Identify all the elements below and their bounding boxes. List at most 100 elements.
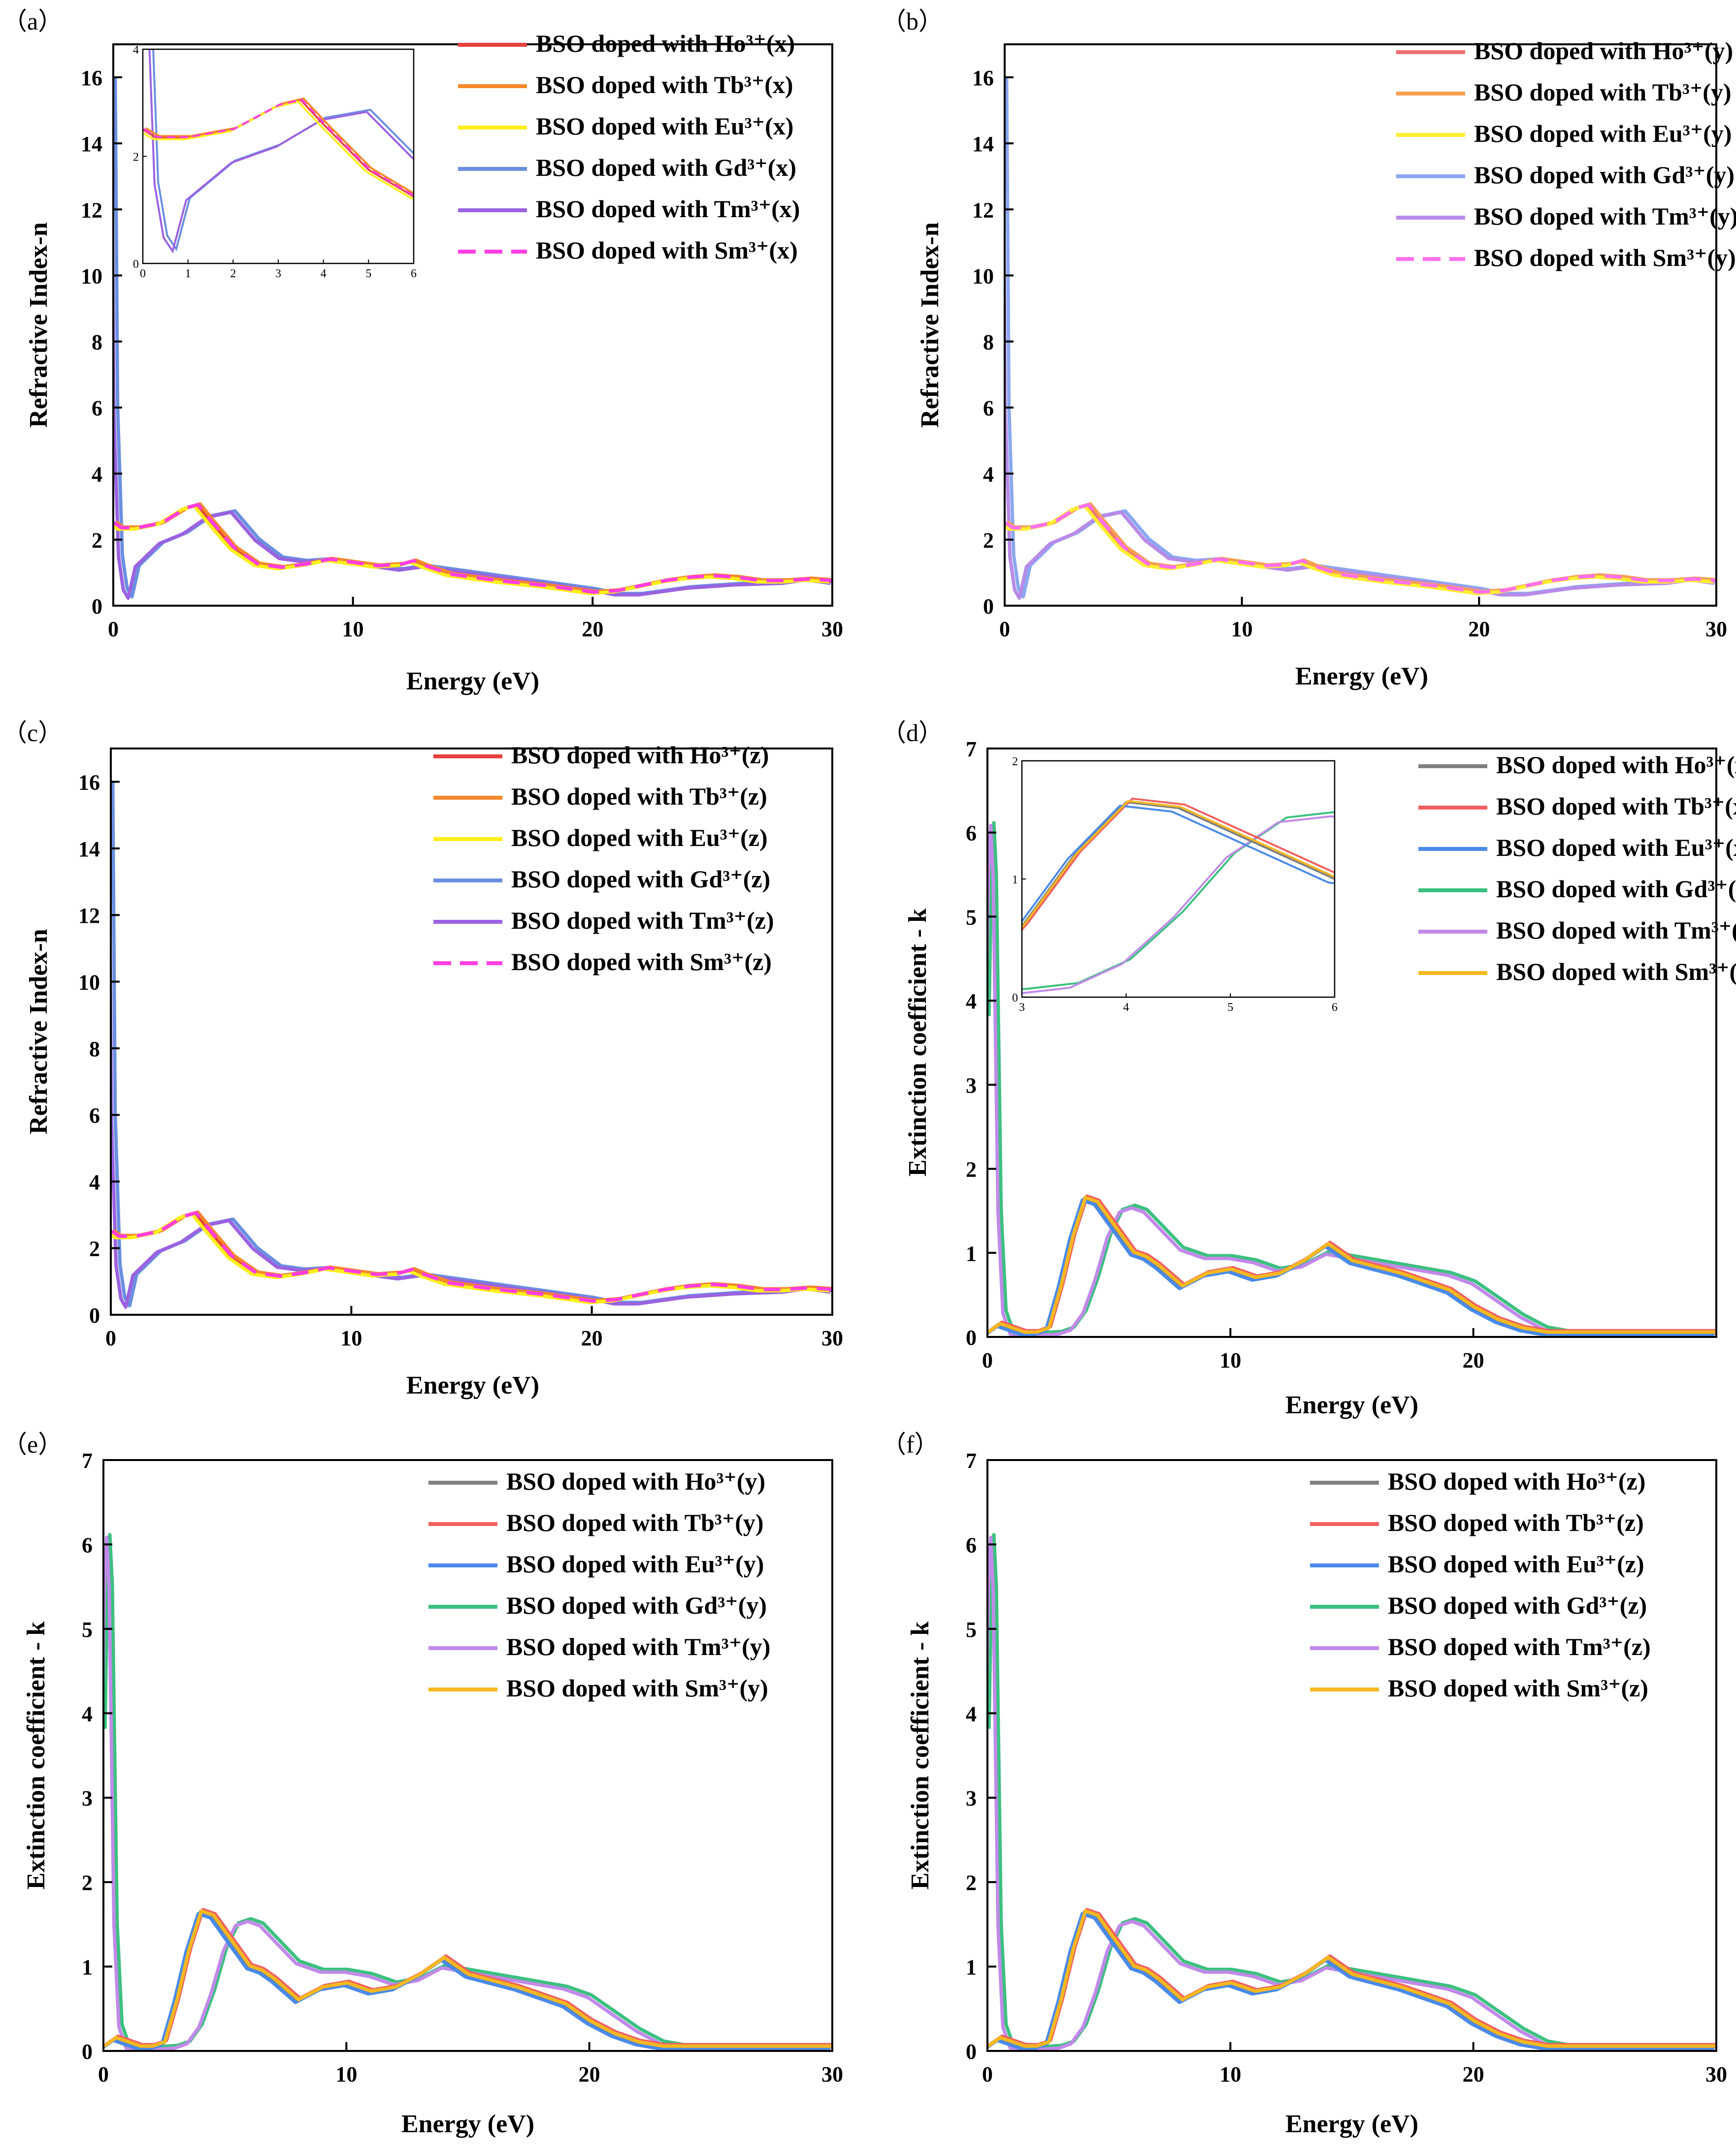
- y-tick-label: 2: [966, 1871, 977, 1895]
- y-axis-label: Extinction coefficient - k: [22, 1622, 50, 1890]
- legend-entry: BSO doped with Tb³⁺(z): [1388, 1509, 1644, 1536]
- x-axis-label: Energy (eV): [401, 2110, 534, 2138]
- legend-entry: BSO doped with Sm³⁺(x): [1496, 958, 1736, 985]
- inset-series-line: [1022, 797, 1335, 932]
- y-tick-label: 2: [983, 528, 994, 552]
- plot-frame: [986, 748, 1717, 1338]
- y-tick-label: 0: [82, 2040, 93, 2064]
- plot-frame: [102, 1459, 833, 2052]
- inset-y-tick-label: 2: [1012, 755, 1018, 768]
- y-tick-label: 5: [966, 905, 977, 929]
- plot-frame: [1004, 43, 1717, 607]
- legend-entry: BSO doped with Sm³⁺(y): [1474, 244, 1736, 271]
- curves: [987, 1533, 1716, 2051]
- inset-series-line: [1022, 801, 1335, 928]
- series-line-4: [987, 1535, 1715, 2051]
- y-tick-label: 6: [89, 1104, 100, 1128]
- y-tick-label: 2: [92, 528, 102, 552]
- inset-series-line: [143, 98, 414, 197]
- curves: [103, 1533, 832, 2051]
- x-tick-label: 30: [821, 1326, 843, 1350]
- panel-c: （c） 0 10 20 30 0 2 4 6 8 10 12 14 16 Energy (eV) Refrac…: [2, 719, 843, 1399]
- legend-entry: BSO doped with Ho³⁺(x): [536, 30, 795, 57]
- panel-label: （b）: [882, 7, 943, 35]
- x-axis-label: Energy (eV): [406, 1371, 539, 1399]
- x-tick-label: 20: [579, 2062, 600, 2086]
- series-line-1: [1006, 502, 1716, 593]
- y-tick-label: 3: [966, 1073, 977, 1098]
- inset-x-tick-label: 3: [275, 267, 281, 280]
- y-tick-label: 4: [89, 1170, 100, 1194]
- panel-f: （f） 0 10 20 30 0 1 2 3 4 5 6 7 Energy (eV) Extinction …: [882, 1430, 1727, 2138]
- y-tick-label: 1: [966, 1241, 977, 1266]
- panel-label: （c）: [2, 719, 63, 747]
- legend-entry: BSO doped with Eu³⁺(y): [506, 1550, 764, 1578]
- y-tick-label: 3: [82, 1787, 93, 1811]
- y-tick-label: 3: [966, 1787, 977, 1811]
- series-line-2: [987, 1198, 1714, 1337]
- y-tick-label: 6: [92, 396, 102, 421]
- curves: [987, 821, 1716, 1337]
- panel-label: （d）: [882, 719, 943, 747]
- legend-entry: BSO doped with Tb³⁺(y): [506, 1509, 764, 1536]
- legend-entry: BSO doped with Gd³⁺(y): [506, 1592, 767, 1619]
- y-tick-label: 10: [972, 264, 994, 288]
- inset-series-line: [1022, 815, 1335, 994]
- panel-b: （b） 0 10 20 30 0 2 4 6 8 10 12 14 16 Energy (eV) Refrac…: [882, 7, 1736, 690]
- y-tick-label: 12: [78, 904, 100, 928]
- series-line-3: [111, 781, 832, 1308]
- legend-entry: BSO doped with Gd³⁺(z): [511, 865, 770, 893]
- legend-entry: BSO doped with Ho³⁺(z): [511, 741, 769, 769]
- y-tick-label: 6: [966, 1533, 977, 1557]
- legend-entry: BSO doped with Tm³⁺(y): [506, 1633, 770, 1660]
- legend-entry: BSO doped with Gd³⁺(y): [1474, 161, 1735, 189]
- y-tick-label: 8: [89, 1037, 100, 1061]
- series-line-2: [111, 1212, 830, 1304]
- inset-x-tick-label: 4: [321, 267, 327, 280]
- y-tick-label: 0: [966, 2040, 977, 2064]
- inset-y-tick-label: 2: [133, 151, 139, 164]
- x-tick-label: 10: [335, 2062, 357, 2086]
- inset-x-tick-label: 5: [1227, 1001, 1233, 1014]
- panel-label: （a）: [2, 7, 63, 35]
- legend-entry: BSO doped with Eu³⁺(z): [511, 824, 768, 851]
- legend-entry: BSO doped with Ho³⁺(z): [1388, 1467, 1645, 1495]
- legend-entry: BSO doped with Tb³⁺(x): [536, 71, 793, 98]
- x-axis-label: Energy (eV): [1285, 2110, 1418, 2138]
- series-line-3: [987, 1533, 1716, 2049]
- y-tick-label: 16: [972, 66, 994, 90]
- inset-y-tick-label: 0: [1012, 992, 1018, 1005]
- legend-entry: BSO doped with Eu³⁺(x): [1496, 834, 1736, 861]
- y-tick-label: 16: [81, 66, 102, 90]
- legend-entry: BSO doped with Ho³⁺(x): [1496, 751, 1736, 779]
- y-tick-label: 0: [983, 594, 994, 618]
- inset-series-line: [1022, 800, 1335, 929]
- y-tick-label: 10: [78, 971, 100, 995]
- y-tick-label: 0: [966, 1326, 977, 1350]
- plot-frame: [986, 1459, 1717, 2052]
- inset-y-tick-label: 1: [1012, 874, 1018, 886]
- legend-entry: BSO doped with Tm³⁺(x): [536, 195, 800, 223]
- x-tick-label: 0: [982, 1348, 993, 1372]
- y-tick-label: 16: [78, 771, 100, 795]
- y-tick-label: 4: [82, 1702, 93, 1726]
- series-line-5: [987, 1909, 1716, 2048]
- x-tick-label: 20: [582, 617, 603, 641]
- series-line-1: [115, 502, 832, 593]
- series-line-3: [987, 821, 1716, 1335]
- y-tick-label: 6: [82, 1533, 93, 1557]
- legend-entry: BSO doped with Sm³⁺(z): [511, 948, 772, 975]
- legend: BSO doped with Ho³⁺(x) BSO doped with Tb³…: [458, 30, 800, 264]
- x-tick-label: 20: [1463, 2062, 1484, 2086]
- y-axis-label: Extinction coefficient - k: [904, 909, 932, 1177]
- x-tick-label: 30: [1705, 2062, 1727, 2086]
- y-tick-label: 2: [89, 1237, 100, 1261]
- series-line-2: [103, 1912, 830, 2050]
- x-tick-label: 10: [342, 617, 364, 641]
- y-tick-label: 14: [78, 837, 100, 861]
- y-tick-label: 7: [82, 1449, 93, 1473]
- inset-x-tick-label: 0: [140, 267, 146, 280]
- curves: [1005, 76, 1716, 600]
